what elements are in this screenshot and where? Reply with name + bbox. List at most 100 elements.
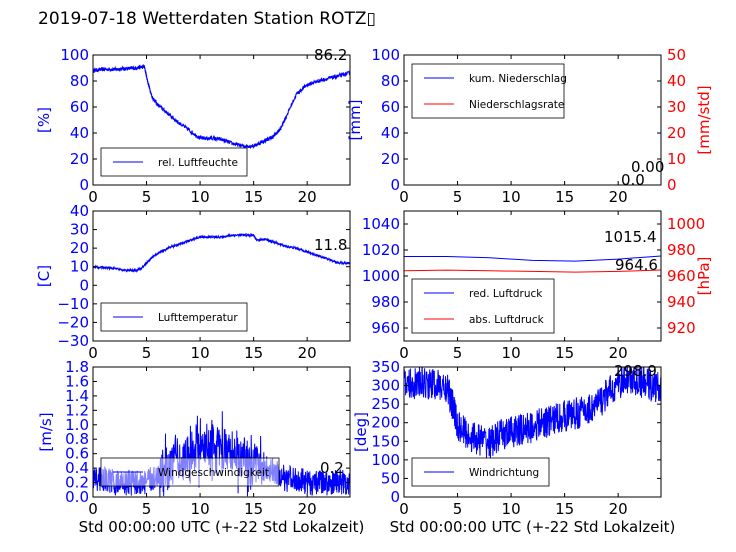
y-tick-label: −20 (57, 313, 89, 331)
x-tick-label: 20 (609, 344, 628, 362)
legend-entry: Niederschlagsrate (469, 99, 564, 111)
legend-entry: abs. Luftdruck (469, 314, 545, 326)
x-tick-label: 15 (555, 344, 574, 362)
plot-frame-wind_speed (92, 366, 351, 498)
y2-tick-label: 920 (667, 319, 696, 337)
legend-entry: Windgeschwindigkeit (158, 467, 269, 479)
y-tick-label: 0 (390, 488, 400, 506)
legend-entry: rel. Luftfeuchte (158, 157, 238, 169)
y2-tick-label: 980 (667, 241, 696, 259)
y2-tick-label: 50 (667, 46, 686, 64)
series-line-temperature-0 (92, 232, 351, 273)
y-tick-label: 200 (371, 414, 400, 432)
x-tick-label: 10 (191, 188, 210, 206)
y-tick-label: 960 (371, 319, 400, 337)
y-tick-label: 80 (381, 72, 400, 90)
y-tick-label: 250 (371, 395, 400, 413)
y2-tick-label: 10 (667, 150, 686, 168)
y-tick-label: 40 (70, 124, 89, 142)
current-value-label: 11.8 (314, 236, 347, 254)
current-value-label-b: 964.6 (615, 256, 658, 274)
y-tick-label: 60 (70, 98, 89, 116)
y2-tick-label: 30 (667, 98, 686, 116)
y-tick-label: 40 (381, 124, 400, 142)
current-value-label: 1015.4 (604, 228, 657, 246)
x-tick-label: 10 (191, 344, 210, 362)
legend-entry: red. Luftdruck (469, 288, 543, 300)
y-tick-label: 30 (70, 221, 89, 239)
y-tick-label: 100 (371, 451, 400, 469)
y2-tick-label: 40 (667, 72, 686, 90)
x-tick-label: 0 (399, 344, 409, 362)
y-tick-label: 1.6 (65, 372, 89, 390)
y-axis-label: [deg] (352, 412, 370, 452)
legend-box-pressure (411, 278, 555, 334)
series-line-wind_dir-0 (403, 366, 662, 459)
y-tick-label: 300 (371, 377, 400, 395)
y-axis-label: [m/s] (37, 412, 55, 451)
y-tick-label: 10 (70, 258, 89, 276)
y-tick-label: 80 (70, 72, 89, 90)
x-tick-label: 5 (142, 500, 152, 518)
y-tick-label: 350 (371, 358, 400, 376)
x-tick-label: 20 (298, 188, 317, 206)
y-tick-label: 0.0 (65, 488, 89, 506)
y-tick-label: 20 (70, 239, 89, 257)
x-tick-label: 0 (88, 188, 98, 206)
x-axis-label: Std 00:00:00 UTC (+-22 Std Lokalzeit) (79, 518, 365, 536)
y2-axis-label: [mm/std] (695, 85, 713, 154)
series-line-pressure-0 (404, 255, 662, 262)
x-tick-label: 5 (142, 188, 152, 206)
y2-tick-label: 0 (667, 176, 677, 194)
y-tick-label: 0.4 (65, 459, 89, 477)
y-tick-label: −10 (57, 295, 89, 313)
y-tick-label: 20 (70, 150, 89, 168)
plot-frame-humidity (92, 54, 351, 186)
figure-title: 2019-07-18 Wetterdaten Station ROTZ▯ (38, 9, 376, 29)
y-tick-label: 0 (79, 276, 89, 294)
panel-wind_speed: 0 5 10 15 200.00.20.40.60.81.01.21.41.61.8[m… (37, 358, 364, 536)
x-tick-label: 20 (298, 344, 317, 362)
y2-tick-label: 940 (667, 293, 696, 311)
current-value-label: 0.2 (320, 459, 344, 477)
current-value-label-b: 0.0 (621, 171, 645, 189)
y-tick-label: 1.4 (65, 387, 89, 405)
x-tick-label: 20 (609, 188, 628, 206)
series-line-humidity-0 (92, 63, 351, 150)
x-tick-label: 5 (453, 500, 463, 518)
x-tick-label: 15 (555, 500, 574, 518)
x-tick-label: 15 (244, 188, 263, 206)
x-tick-label: 15 (555, 188, 574, 206)
y-axis-label: [%] (35, 107, 53, 133)
y-axis-label: [mm] (346, 100, 364, 141)
panel-temperature: 0 5 10 15 20−30−20−10010203040[C]Lufttempera… (35, 202, 351, 362)
legend-box-precip (411, 63, 565, 119)
y-tick-label: 980 (371, 293, 400, 311)
panel-humidity: 0 5 10 15 20 0 20 40 60 80 100 [%] rel. Luftfeuchte 8… (35, 46, 351, 206)
plot-frame-precip (403, 54, 662, 186)
y-tick-label: 1.2 (65, 401, 89, 419)
panel-pressure: 0 5 10 15 20 960 980 1000 1020 1040 920 940 960 980 10… (362, 210, 713, 362)
y-tick-label: 1040 (362, 215, 400, 233)
x-tick-label: 0 (88, 500, 98, 518)
x-tick-label: 0 (88, 344, 98, 362)
y-tick-label: 50 (381, 469, 400, 487)
y-tick-label: 150 (371, 432, 400, 450)
y-tick-label: 1020 (362, 241, 400, 259)
x-tick-label: 20 (609, 500, 628, 518)
x-tick-label: 10 (502, 344, 521, 362)
y-tick-label: 0.6 (65, 445, 89, 463)
y-tick-label: 0 (79, 176, 89, 194)
plot-frame-temperature (92, 210, 351, 342)
y-tick-label: 0.2 (65, 474, 89, 492)
y-tick-label: 1.0 (65, 416, 89, 434)
y2-tick-label: 960 (667, 267, 696, 285)
x-tick-label: 15 (244, 500, 263, 518)
x-tick-label: 0 (399, 188, 409, 206)
x-tick-label: 10 (191, 500, 210, 518)
y-axis-label: [C] (35, 265, 53, 287)
x-tick-label: 0 (399, 500, 409, 518)
y-tick-label: −30 (57, 332, 89, 350)
